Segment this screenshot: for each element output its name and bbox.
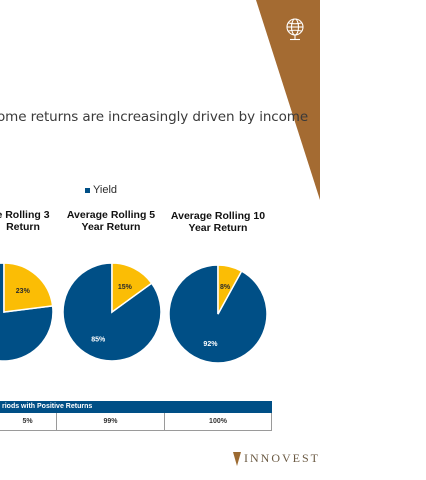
pie-title-1: e Rolling 3 Return [0,209,70,233]
pie-slice [0,262,54,362]
table-header: riods with Positive Returns [0,401,272,413]
pie-title-line: Year Return [188,222,248,234]
chart-legend: Yield [85,184,117,196]
subtitle: ome returns are increasingly driven by i… [0,109,309,125]
pie-data-label: 23% [16,288,31,295]
innovest-logo: INNOVEST [233,451,320,466]
table-row: 5% 99% 100% [0,413,272,431]
pie-title-3: Average Rolling 10 Year Return [166,210,270,234]
pie-title-line: e Rolling 3 [0,209,50,221]
positive-returns-table: riods with Positive Returns 5% 99% 100% [0,401,272,431]
pie-title-line: Average Rolling 10 [170,210,266,222]
logo-text: INNOVEST [244,451,320,465]
table-cell: 100% [165,413,272,430]
logo-mark-icon [233,451,241,466]
pie-data-label: 15% [118,284,133,291]
pie-title-line: Average Rolling 5 [66,209,156,221]
pie-title-line: Year Return [81,221,141,233]
table-cell: 5% [0,413,57,430]
pie-title-2: Average Rolling 5 Year Return [63,209,159,233]
pie-title-line: Return [6,221,40,233]
pie-data-label: 8% [220,284,231,291]
pie-data-label: 85% [91,337,106,344]
table-cell: 99% [57,413,165,430]
pie-data-label: 92% [203,341,218,348]
globe-icon [286,18,304,41]
pie-slice [217,264,243,315]
pie-slice [111,262,153,314]
legend-swatch [85,187,90,193]
pie-slice [3,262,54,313]
legend-label: Yield [93,184,118,196]
